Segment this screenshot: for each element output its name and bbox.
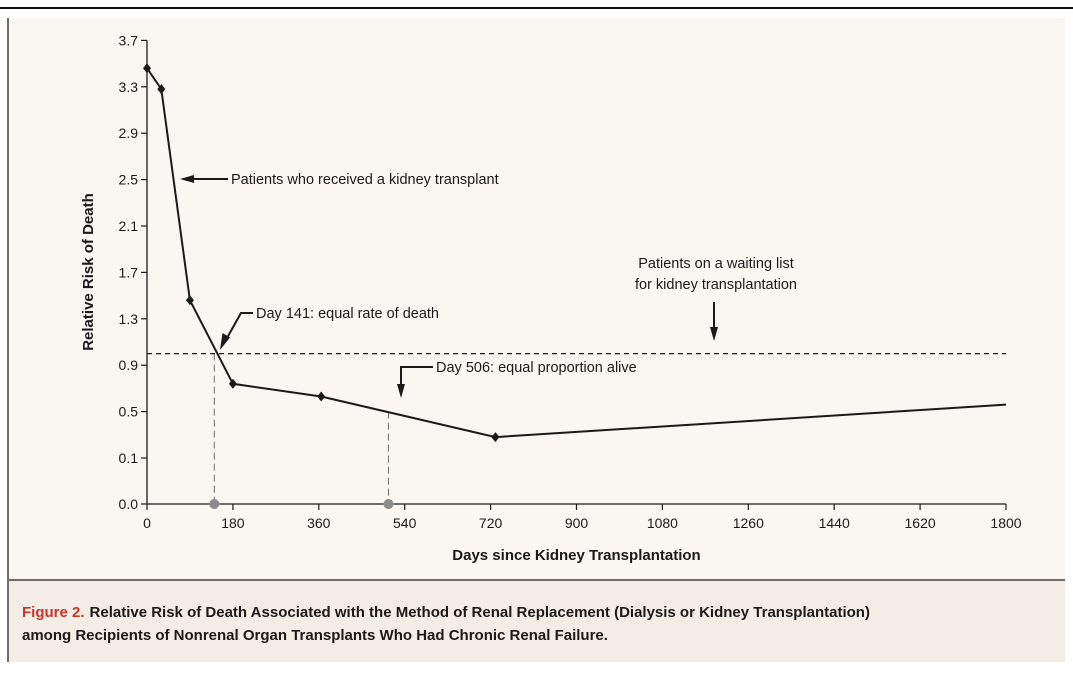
arrow-head xyxy=(220,333,230,350)
x-tick-label: 0 xyxy=(143,515,151,531)
y-tick-label: 2.5 xyxy=(119,172,139,188)
y-tick-label: 0.1 xyxy=(119,450,139,466)
y-tick-label: 0.9 xyxy=(119,357,139,373)
x-tick-label: 360 xyxy=(307,515,331,531)
arrow-line xyxy=(400,366,433,385)
y-tick-label: 0.0 xyxy=(119,496,139,512)
y-tick-label: 0.5 xyxy=(119,404,139,420)
point-marker xyxy=(228,378,237,389)
caption-text: Relative Risk of Death Associated with t… xyxy=(90,604,870,621)
y-tick-label: 2.9 xyxy=(119,125,139,141)
x-tick-label: 1080 xyxy=(647,515,678,531)
caption-panel xyxy=(8,580,1065,662)
arrow-line xyxy=(226,312,253,339)
annotation: for kidney transplantation xyxy=(635,277,797,293)
y-axis-title: Relative Risk of Death xyxy=(80,193,97,351)
point-marker xyxy=(143,63,151,74)
y-tick-label: 3.7 xyxy=(119,32,139,48)
y-tick-label: 1.3 xyxy=(119,311,139,327)
annotation: Day 141: equal rate of death xyxy=(256,306,439,322)
caption-line: Figure 2. Relative Risk of Death Associat… xyxy=(22,604,870,621)
y-tick-label: 2.1 xyxy=(119,218,139,234)
plot-panel xyxy=(8,18,1065,580)
arrow-head xyxy=(397,384,405,398)
x-tick-label: 180 xyxy=(221,515,245,531)
point-marker xyxy=(157,84,166,95)
x-axis-title: Days since Kidney Transplantation xyxy=(452,547,700,564)
caption-label: Figure 2. xyxy=(22,604,85,621)
annotation: Patients on a waiting list xyxy=(638,256,794,272)
x-tick-label: 900 xyxy=(565,515,589,531)
x-tick-label: 1260 xyxy=(733,515,764,531)
x-tick-label: 1800 xyxy=(990,515,1021,531)
top-rule xyxy=(0,7,1073,9)
arrow-head xyxy=(710,327,718,341)
point-marker xyxy=(185,295,194,306)
y-tick-label: 1.7 xyxy=(119,264,139,280)
panel-separator xyxy=(8,579,1065,581)
annotation: Patients who received a kidney transplan… xyxy=(231,172,499,188)
plot: 0.1 0.5 0.9 1.3 1.7 2.1 2.5 2.9 3.3 3.7 0.00 180 360… xyxy=(80,32,1022,564)
panel-border xyxy=(7,18,9,662)
arrow-head xyxy=(180,175,194,183)
annotation: Day 506: equal proportion alive xyxy=(436,360,637,376)
caption-line: among Recipients of Nonrenal Organ Trans… xyxy=(22,627,608,644)
x-tick-label: 540 xyxy=(393,515,417,531)
x-tick-label: 1440 xyxy=(819,515,850,531)
x-tick-label: 1620 xyxy=(905,515,936,531)
axis-dot xyxy=(209,499,220,509)
point-marker xyxy=(491,432,500,443)
point-marker xyxy=(317,391,326,402)
axis-dot xyxy=(383,499,394,509)
x-tick-label: 720 xyxy=(479,515,503,531)
y-tick-label: 3.3 xyxy=(119,79,139,95)
